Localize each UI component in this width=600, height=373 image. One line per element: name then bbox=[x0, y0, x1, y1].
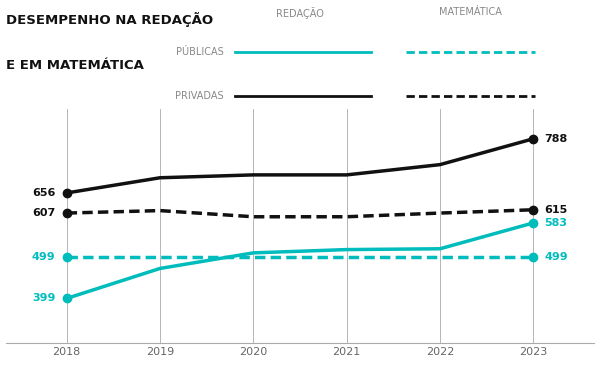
Point bbox=[232, 94, 239, 98]
Text: 399: 399 bbox=[32, 294, 55, 303]
Text: 607: 607 bbox=[32, 208, 55, 218]
Text: 499: 499 bbox=[32, 253, 55, 262]
Point bbox=[532, 94, 539, 98]
Point bbox=[402, 94, 409, 98]
Point bbox=[367, 94, 374, 98]
Text: REDAÇÃO: REDAÇÃO bbox=[276, 7, 324, 19]
Point bbox=[367, 50, 374, 54]
Text: DESEMPENHO NA REDAÇÃO: DESEMPENHO NA REDAÇÃO bbox=[6, 12, 213, 27]
Text: 615: 615 bbox=[545, 205, 568, 215]
Point bbox=[532, 50, 539, 54]
Text: E EM MATEMÁTICA: E EM MATEMÁTICA bbox=[6, 59, 144, 72]
Point bbox=[402, 50, 409, 54]
Text: MATEMÁTICA: MATEMÁTICA bbox=[439, 7, 502, 18]
Text: 499: 499 bbox=[545, 253, 568, 262]
Point bbox=[232, 50, 239, 54]
Text: 583: 583 bbox=[545, 218, 568, 228]
Text: PRIVADAS: PRIVADAS bbox=[175, 91, 224, 101]
Text: PÚBLICAS: PÚBLICAS bbox=[176, 47, 224, 57]
Text: 656: 656 bbox=[32, 188, 55, 198]
Text: 788: 788 bbox=[545, 134, 568, 144]
